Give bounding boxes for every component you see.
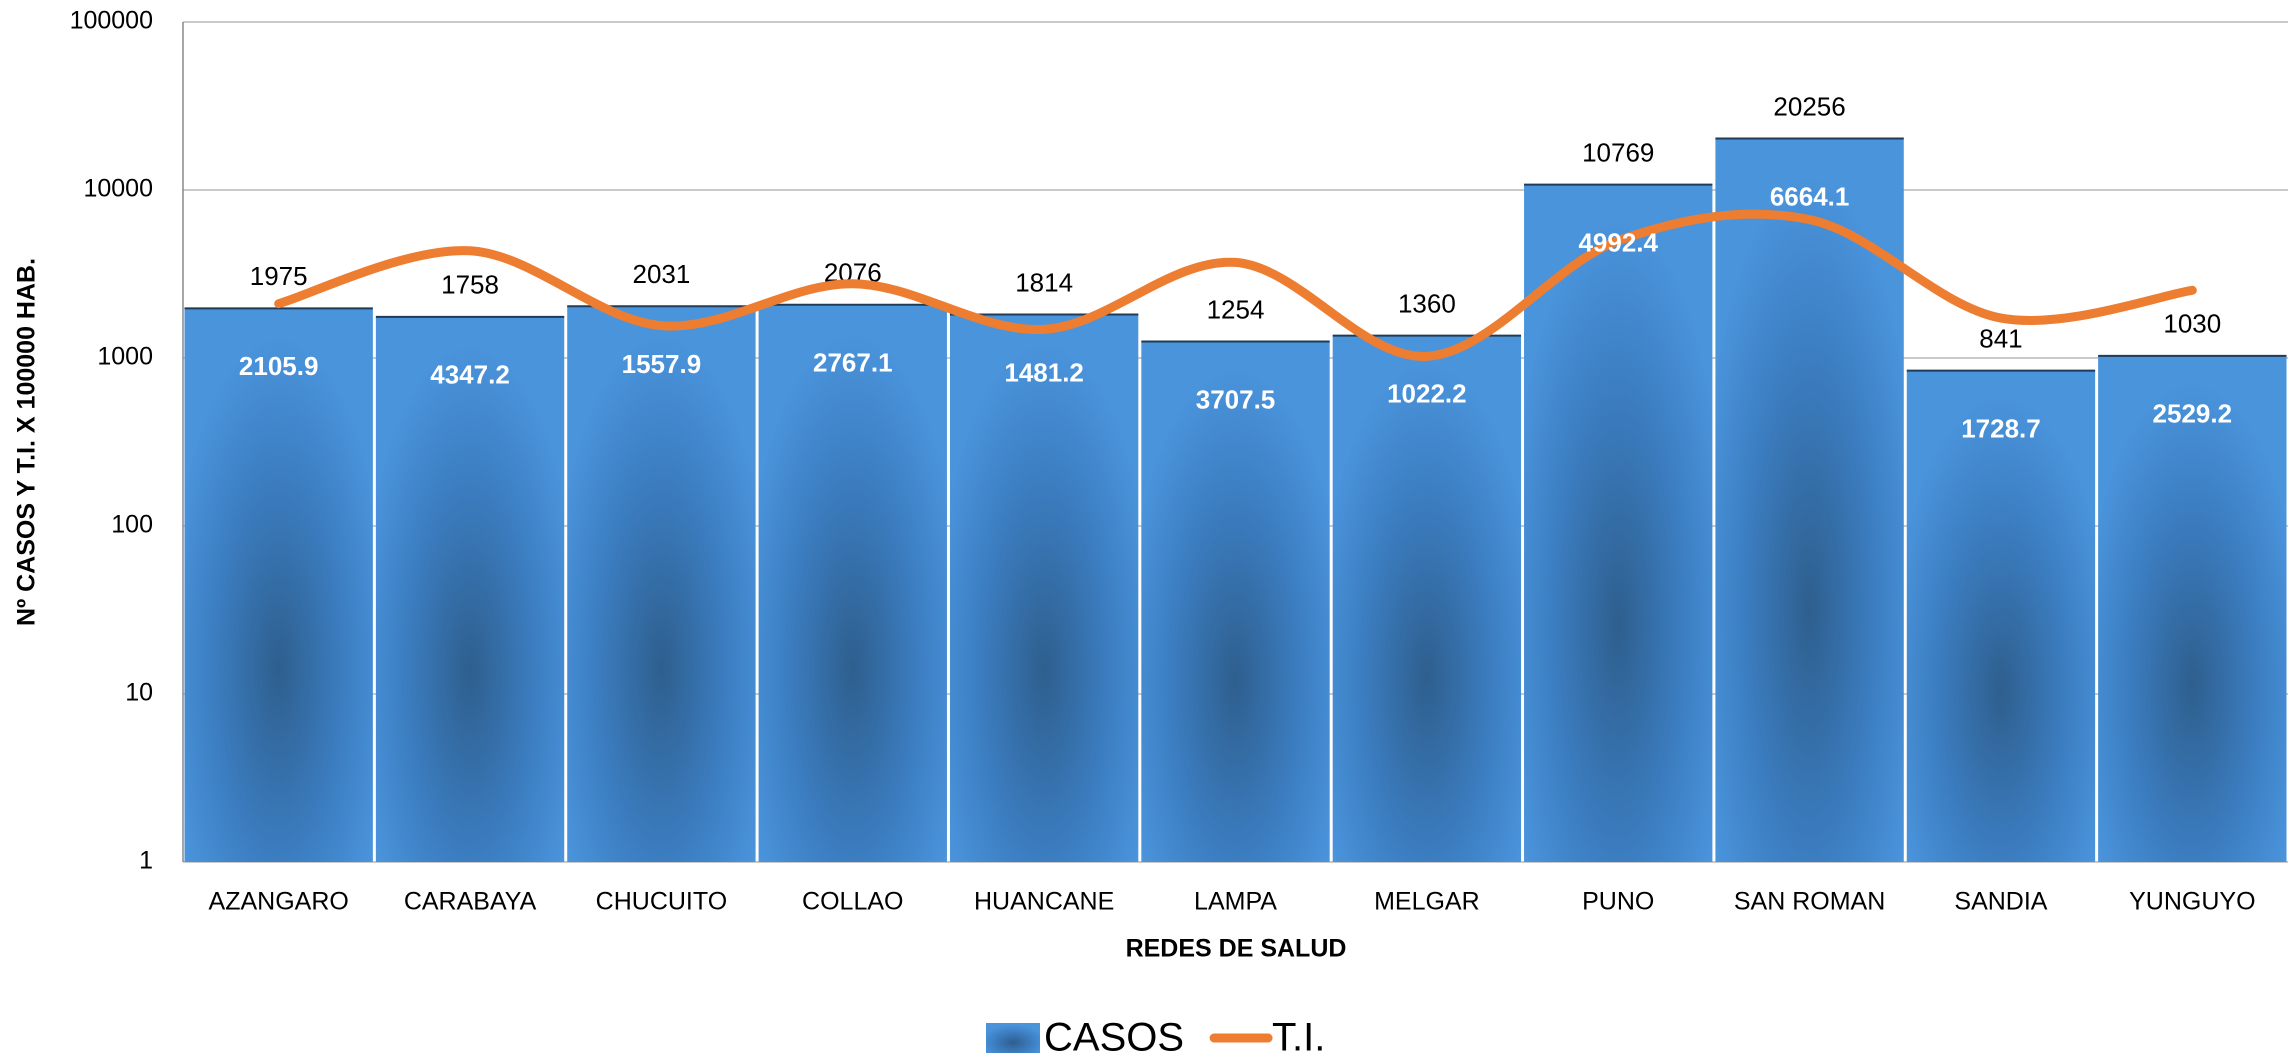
line-label: 1481.2 — [1004, 357, 1084, 387]
line-label: 1557.9 — [622, 349, 702, 379]
bar — [1141, 341, 1330, 862]
bar-label: 2031 — [632, 259, 690, 289]
line-label: 2105.9 — [239, 351, 319, 381]
bar-label: 1758 — [441, 270, 499, 300]
y-tick-label: 1 — [139, 847, 153, 875]
line-label: 4992.4 — [1578, 227, 1658, 257]
bar — [1715, 138, 1904, 863]
x-tick-label: MELGAR — [1374, 888, 1480, 916]
x-tick-label: HUANCANE — [974, 888, 1114, 916]
x-tick-label: AZANGARO — [209, 888, 349, 916]
x-tick-label: LAMPA — [1194, 888, 1277, 916]
bar — [1906, 370, 2096, 862]
bar-label: 841 — [1979, 324, 2022, 354]
bar — [1332, 335, 1522, 863]
y-tick-label: 10000 — [83, 175, 153, 203]
bar-label: 1360 — [1398, 288, 1456, 318]
y-axis-title: Nº CASOS Y T.I. X 100000 HAB. — [13, 258, 41, 626]
x-tick-label: YUNGUYO — [2129, 888, 2255, 916]
bar-label: 10769 — [1582, 137, 1654, 167]
y-tick-label: 100000 — [70, 7, 153, 35]
bar-label: 20256 — [1773, 91, 1845, 121]
legend-swatch — [986, 1023, 1040, 1053]
line-label: 4347.2 — [430, 360, 510, 390]
bar-label: 1814 — [1015, 267, 1073, 297]
line-label: 1022.2 — [1387, 378, 1467, 408]
legend-label: CASOS — [1044, 1016, 1184, 1059]
bar — [949, 314, 1139, 862]
line-label: 3707.5 — [1196, 384, 1276, 414]
y-tick-label: 10 — [125, 679, 153, 707]
legend-label: T.I. — [1272, 1016, 1325, 1059]
line-label: 6664.1 — [1770, 181, 1850, 211]
x-tick-label: SAN ROMAN — [1734, 888, 1885, 916]
bar — [2098, 355, 2287, 862]
x-axis-title: REDES DE SALUD — [1126, 935, 1347, 963]
bar — [184, 308, 373, 862]
y-tick-label: 1000 — [97, 343, 153, 371]
bar-label: 1975 — [250, 261, 308, 291]
bar-label: 1030 — [2163, 309, 2221, 339]
x-tick-label: COLLAO — [802, 888, 903, 916]
x-tick-label: SANDIA — [1954, 888, 2047, 916]
x-tick-label: PUNO — [1582, 888, 1654, 916]
y-tick-label: 100 — [111, 511, 153, 539]
line — [274, 209, 2197, 361]
line-label: 1728.7 — [1961, 414, 2041, 444]
bar — [375, 316, 565, 863]
bar — [758, 304, 947, 862]
line-label: 2767.1 — [813, 348, 893, 378]
bar-label: 1254 — [1207, 294, 1265, 324]
bar — [1524, 184, 1713, 862]
x-tick-label: CARABAYA — [404, 888, 537, 916]
line-label: 2529.2 — [2153, 399, 2233, 429]
x-tick-label: CHUCUITO — [596, 888, 727, 916]
bar — [567, 306, 756, 863]
